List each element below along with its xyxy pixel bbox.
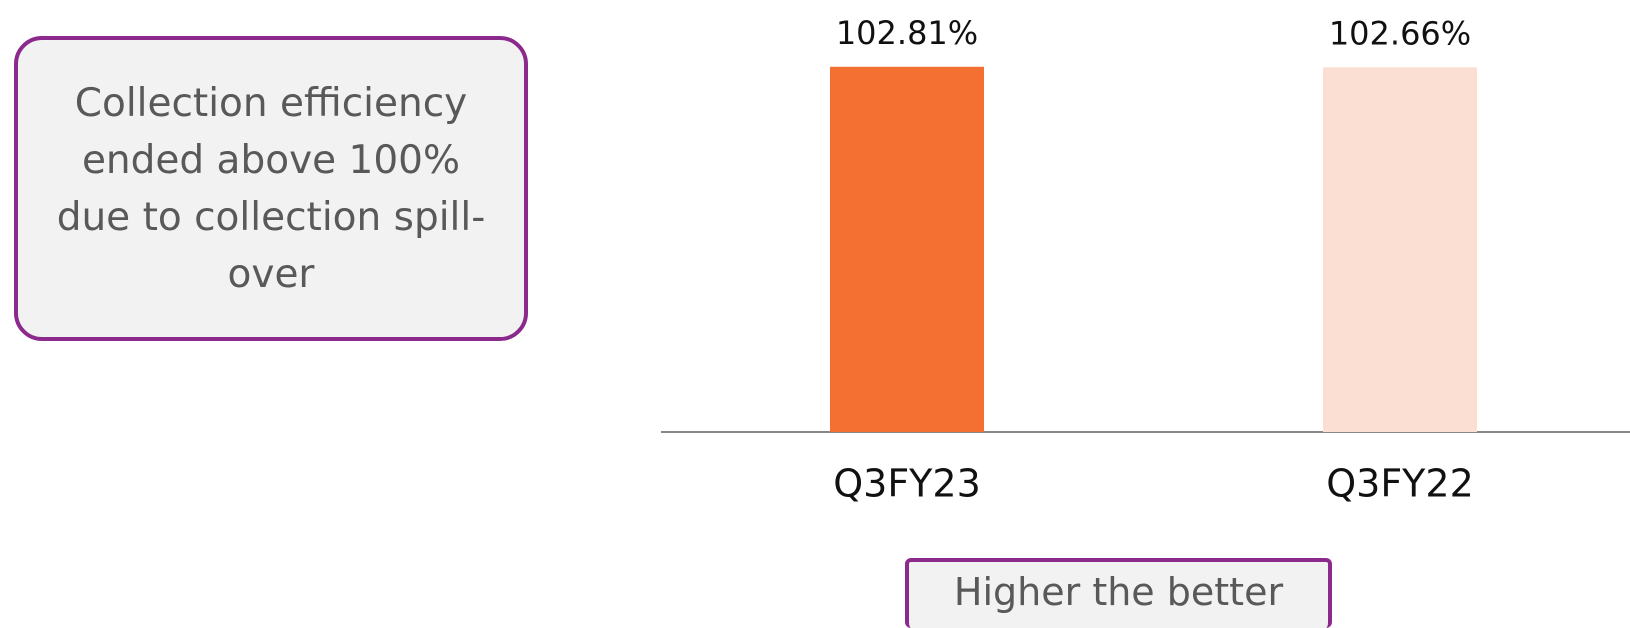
bar <box>1323 67 1477 433</box>
chart: Q3FY23 102.81% Q3FY22 102.66% <box>661 14 1630 506</box>
x-tick-label: Q3FY23 <box>833 462 981 506</box>
bar <box>830 66 984 432</box>
annotation-box: Collection efficiency ended above 100% d… <box>14 36 528 341</box>
page: Collection efficiency ended above 100% d… <box>14 13 1630 628</box>
data-label: 102.81% <box>836 14 978 52</box>
data-label: 102.66% <box>1329 14 1471 52</box>
x-tick-label: Q3FY22 <box>1326 462 1474 506</box>
